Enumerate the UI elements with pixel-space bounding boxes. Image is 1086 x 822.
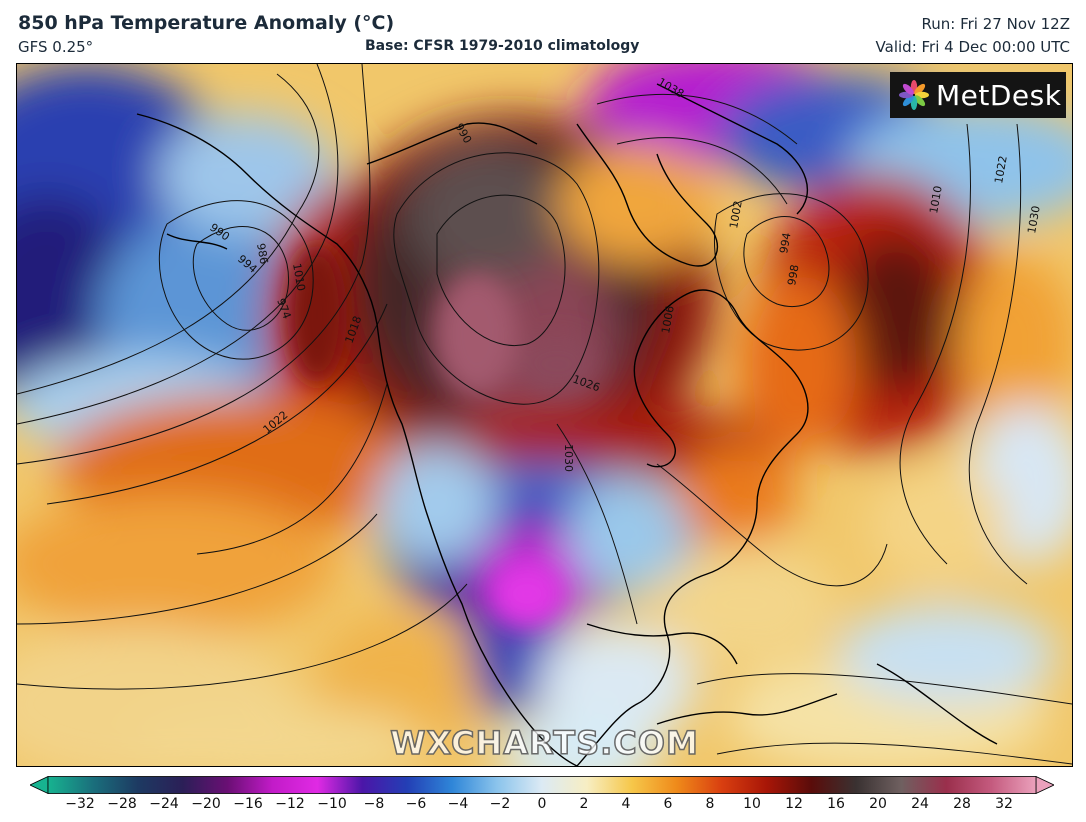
colorbar-tick: 0: [537, 796, 547, 812]
isobar-label: 1010: [927, 185, 945, 215]
metdesk-pinwheel-icon: [899, 80, 929, 110]
colorbar-tick: 8: [705, 796, 715, 812]
colorbar-tick: 4: [621, 796, 631, 812]
colorbar-tick-labels: −32 −28 −24 −20 −16 −12 −10 −8 −6 −4 −2 0 2 4 6 8 10 12 16…: [0, 796, 1086, 818]
colorbar-tick: 6: [663, 796, 673, 812]
isobar-label: 1022: [992, 155, 1010, 185]
isobar-label: 1002: [727, 200, 745, 230]
colorbar-tick: −28: [107, 796, 137, 812]
colorbar-tick: 24: [911, 796, 929, 812]
colorbar-tick: −10: [317, 796, 347, 812]
model-label: GFS 0.25°: [18, 38, 94, 56]
chart-title: 850 hPa Temperature Anomaly (°C): [18, 12, 395, 34]
colorbar-tick: −4: [447, 796, 469, 812]
weather-map: 990 986 994 1010 1018 1022 1030 1026 100…: [16, 63, 1073, 767]
colorbar-tick: 16: [827, 796, 845, 812]
colorbar-high-arrow: [1035, 776, 1054, 794]
colorbar-tick: 2: [579, 796, 589, 812]
colorbar-tick: 32: [995, 796, 1013, 812]
colorbar-tick: 28: [953, 796, 971, 812]
metdesk-logo-text: MetDesk: [936, 78, 1062, 112]
metdesk-logo: MetDesk: [890, 72, 1066, 118]
wxcharts-watermark: WXCHARTS.COM: [389, 723, 699, 763]
colorbar-tick: −20: [191, 796, 221, 812]
colorbar-tick: −6: [405, 796, 427, 812]
run-time-label: Run: Fri 27 Nov 12Z: [921, 15, 1070, 33]
colorbar-tick: −12: [275, 796, 305, 812]
isobar-label: 1006: [659, 305, 677, 335]
colorbar-tick: −24: [149, 796, 179, 812]
coastlines: [136, 83, 998, 766]
isobar-lines: [17, 64, 1072, 765]
isobar-label: 1010: [290, 262, 308, 292]
colorbar-tick: −32: [65, 796, 95, 812]
isobar-label: 1030: [1025, 205, 1043, 235]
colorbar-low-arrow: [30, 776, 49, 794]
colorbar-gradient: [47, 776, 1037, 794]
anomaly-field: 990 986 994 1010 1018 1022 1030 1026 100…: [17, 64, 1072, 766]
colorbar-tick: 12: [785, 796, 803, 812]
colorbar-tick: 10: [743, 796, 761, 812]
isobar-label: 986: [254, 242, 270, 265]
isobar-label: 994: [777, 232, 793, 255]
colorbar-tick: −8: [363, 796, 385, 812]
colorbar-tick: −16: [233, 796, 263, 812]
climatology-base-label: Base: CFSR 1979-2010 climatology: [365, 38, 640, 54]
isobar-label: 1030: [562, 444, 575, 472]
colorbar-tick: 20: [869, 796, 887, 812]
colorbar-tick: −2: [489, 796, 511, 812]
valid-time-label: Valid: Fri 4 Dec 00:00 UTC: [875, 38, 1070, 56]
isobar-label: 998: [785, 264, 801, 287]
colorbar: [30, 776, 1054, 794]
